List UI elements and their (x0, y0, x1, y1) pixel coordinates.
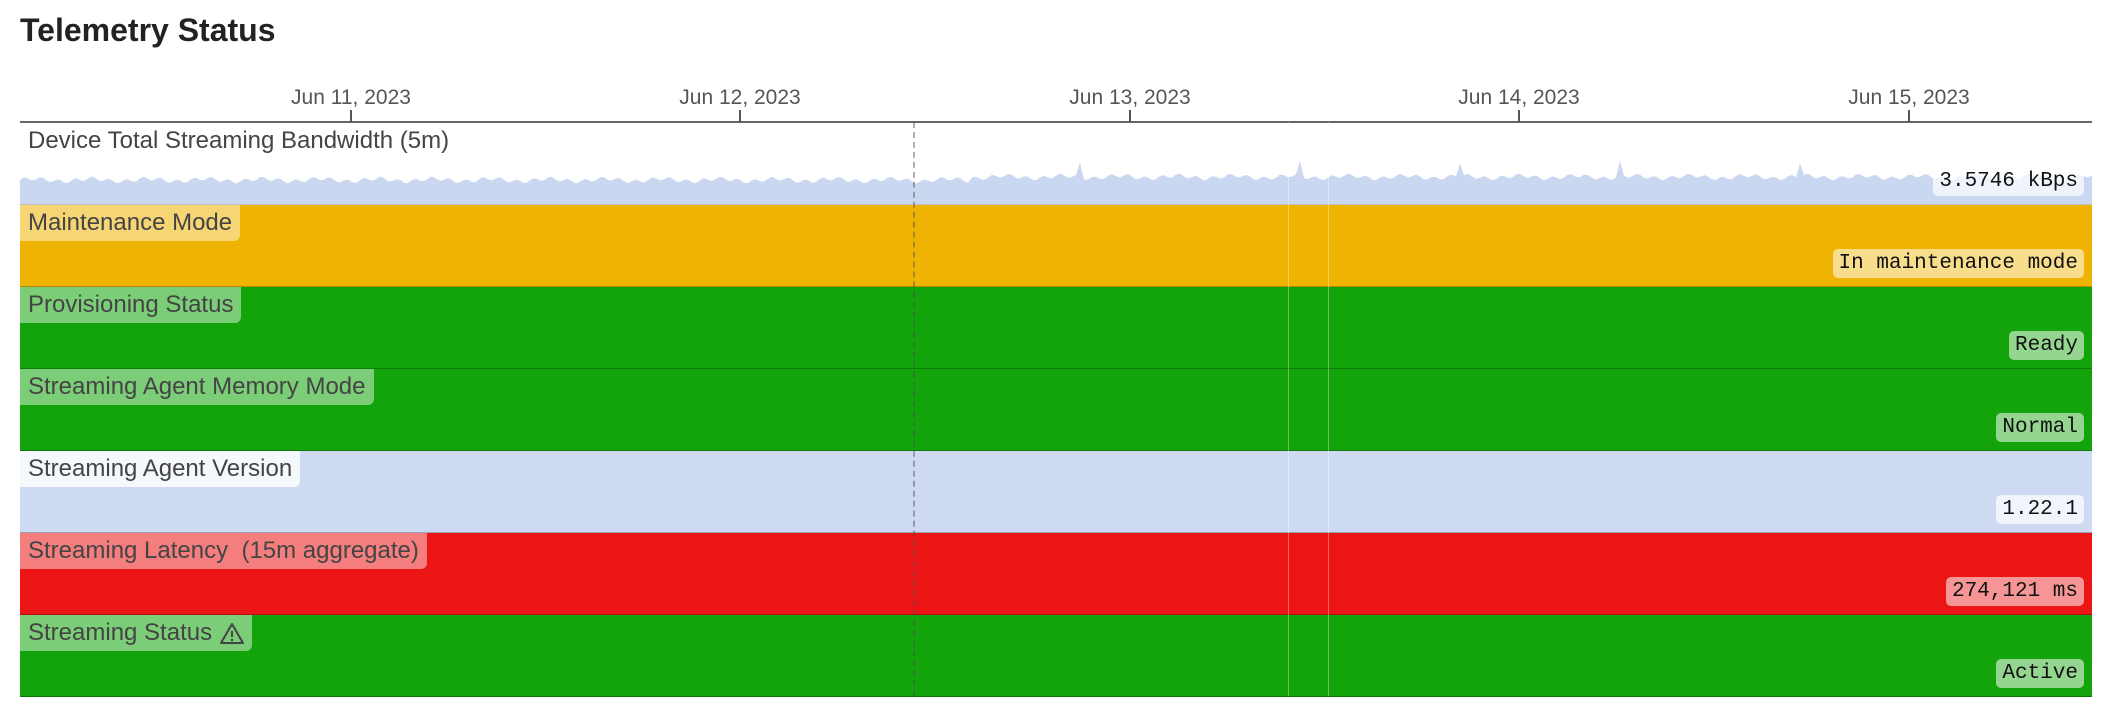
row-value: Normal (1996, 413, 2084, 442)
row-label-text: Streaming Agent Version (28, 455, 293, 482)
axis-tick-label: Jun 11, 2023 (291, 86, 411, 109)
row-label: Streaming Agent Memory Mode (20, 369, 374, 405)
axis-line (20, 121, 2092, 123)
sparkline (20, 160, 2092, 204)
axis-tick-label: Jun 12, 2023 (679, 86, 801, 109)
row-label-text: Maintenance Mode (28, 209, 233, 236)
timeline-row: Streaming Latency (15m aggregate) 274,121… (20, 533, 2092, 615)
row-value: Active (1996, 659, 2084, 688)
cursor-line (913, 122, 915, 696)
sparkline-area (20, 160, 2092, 204)
row-label: Streaming Status (20, 615, 253, 651)
row-label: Streaming Latency (15m aggregate) (20, 533, 427, 569)
axis-tick (1908, 110, 1910, 122)
axis-tick (1129, 110, 1131, 122)
timeline-row: Streaming Agent Version 1.22.1 (20, 451, 2092, 533)
row-label-text: Streaming Latency (15m aggregate) (28, 537, 419, 564)
marker-line (1328, 122, 1329, 696)
axis-tick (350, 110, 352, 122)
marker-line (1288, 122, 1289, 696)
row-value: In maintenance mode (1832, 249, 2084, 278)
axis-tick-label: Jun 13, 2023 (1069, 86, 1191, 109)
row-label: Provisioning Status (20, 287, 242, 323)
row-value: 274,121 ms (1945, 577, 2084, 606)
axis-tick-label: Jun 15, 2023 (1848, 86, 1970, 109)
page-title: Telemetry Status (20, 12, 276, 48)
row-label: Maintenance Mode (20, 205, 241, 241)
axis-tick-label: Jun 14, 2023 (1458, 86, 1580, 109)
row-label-text: Device Total Streaming Bandwidth (5m) (28, 127, 450, 154)
timeline-row: Maintenance Mode In maintenance mode (20, 205, 2092, 287)
timeline-row: Device Total Streaming Bandwidth (5m) 3.5… (20, 123, 2092, 205)
row-label-text: Streaming Status (28, 619, 213, 646)
row-label-text: Streaming Agent Memory Mode (28, 373, 366, 400)
row-label-text: Provisioning Status (28, 291, 234, 318)
row-label: Device Total Streaming Bandwidth (5m) (20, 123, 458, 159)
timeline-row: Streaming Agent Memory Mode Normal (20, 369, 2092, 451)
warning-icon (220, 623, 245, 644)
axis-tick (1518, 110, 1520, 122)
row-value: Ready (2008, 331, 2084, 360)
row-value: 3.5746 kBps (1933, 167, 2084, 196)
row-value: 1.22.1 (1996, 495, 2084, 524)
timeline-row: Provisioning Status Ready (20, 287, 2092, 369)
timeline-row: Streaming Status Active (20, 615, 2092, 697)
row-label: Streaming Agent Version (20, 451, 301, 487)
axis-tick (739, 110, 741, 122)
